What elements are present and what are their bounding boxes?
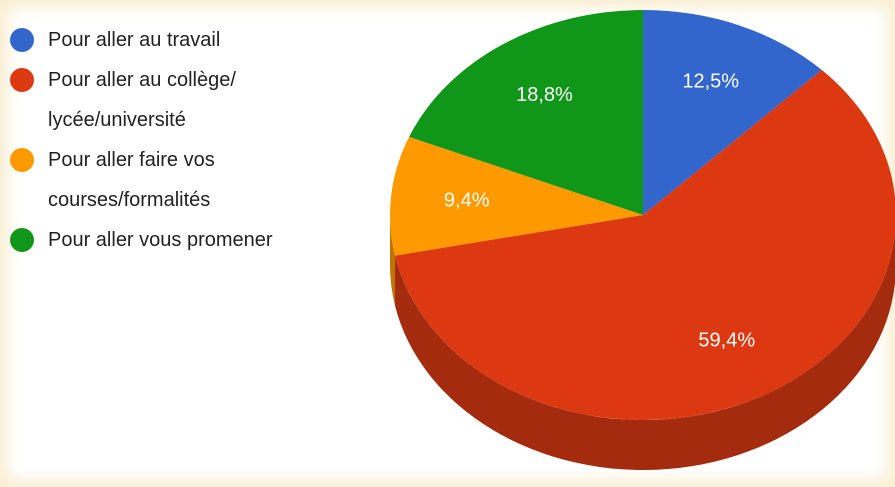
legend-swatch [10, 28, 34, 52]
data-label: 18,8% [516, 84, 573, 106]
slice [390, 136, 643, 256]
legend-item: Pour aller au collège/ lycée/université [10, 60, 370, 140]
legend-swatch [10, 228, 34, 252]
legend-item: Pour aller au travail [10, 20, 370, 60]
legend: Pour aller au travail Pour aller au collè… [10, 20, 370, 260]
slice-side [390, 215, 396, 306]
data-label: 59,4% [698, 330, 755, 352]
legend-swatch [10, 148, 34, 172]
legend-label: Pour aller vous promener [48, 229, 273, 251]
data-label: 12,5% [682, 71, 739, 93]
legend-label: Pour aller faire vos courses/formalités [48, 149, 215, 211]
legend-label: Pour aller au travail [48, 29, 221, 51]
legend-item: Pour aller faire vos courses/formalités [10, 140, 370, 220]
slice-side [395, 232, 895, 470]
legend-label: Pour aller au collège/ lycée/université [48, 69, 236, 131]
legend-swatch [10, 68, 34, 92]
slice [643, 10, 822, 215]
data-label: 9,4% [444, 190, 490, 212]
slice [409, 10, 643, 215]
legend-item: Pour aller vous promener [10, 220, 370, 260]
slice [395, 69, 895, 420]
